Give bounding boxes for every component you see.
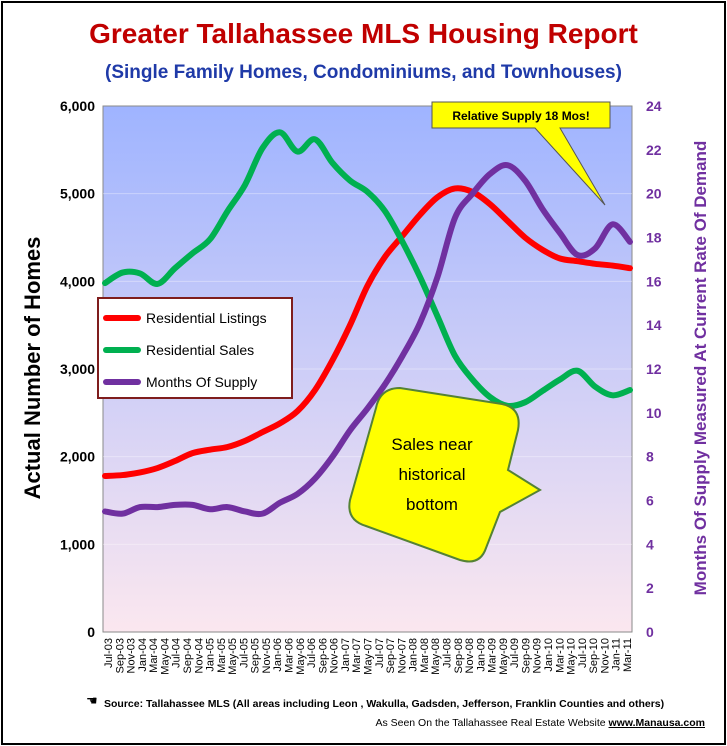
x-tick-label: Jan-10 bbox=[543, 638, 555, 672]
x-tick-label: Nov-07 bbox=[396, 638, 408, 673]
x-tick-label: Nov-03 bbox=[126, 638, 138, 673]
left-tick-label: 1,000 bbox=[60, 536, 95, 552]
left-tick-label: 4,000 bbox=[60, 273, 95, 289]
left-tick-label: 6,000 bbox=[60, 98, 95, 114]
series-line-months-of-supply bbox=[102, 162, 633, 518]
x-tick-label: Jul-10 bbox=[577, 638, 589, 668]
right-tick-label: 4 bbox=[646, 536, 654, 552]
x-tick-label: May-07 bbox=[363, 638, 375, 675]
right-tick-label: 16 bbox=[646, 273, 662, 289]
seen-on-text: As Seen On the Tallahassee Real Estate W… bbox=[375, 717, 606, 729]
x-tick-label: Nov-04 bbox=[193, 638, 205, 673]
x-tick-label: Nov-09 bbox=[532, 638, 544, 673]
y-axis-label: Actual Number of Homes bbox=[20, 237, 45, 500]
x-tick-label: Jul-03 bbox=[103, 638, 115, 668]
legend-label-sales: Residential Sales bbox=[146, 342, 254, 358]
website-link[interactable]: www.Manausa.com bbox=[608, 717, 705, 729]
left-axis-ticks: 0 1,000 2,000 3,000 4,000 5,000 6,000 bbox=[60, 98, 95, 640]
x-tick-label: Mar-07 bbox=[351, 638, 363, 673]
x-tick-label: Jan-06 bbox=[272, 638, 284, 672]
right-tick-label: 10 bbox=[646, 405, 662, 421]
left-tick-label: 2,000 bbox=[60, 449, 95, 465]
x-tick-label: Jan-08 bbox=[408, 638, 420, 672]
x-tick-label: Mar-06 bbox=[284, 638, 296, 673]
right-tick-label: 24 bbox=[646, 98, 662, 114]
y2-axis-label: Months Of Supply Measured At Current Rat… bbox=[691, 141, 710, 596]
x-tick-label: Nov-08 bbox=[464, 638, 476, 673]
x-tick-label: May-05 bbox=[227, 638, 239, 675]
right-tick-label: 18 bbox=[646, 230, 662, 246]
x-tick-label: Nov-10 bbox=[599, 638, 611, 673]
x-tick-label: May-04 bbox=[159, 638, 171, 675]
sales-callout-line-2: historical bbox=[398, 465, 465, 484]
x-tick-label: Sep-06 bbox=[317, 638, 329, 673]
x-tick-label: Jul-05 bbox=[238, 638, 250, 668]
x-tick-label: Sep-10 bbox=[588, 638, 600, 673]
chart-subtitle: (Single Family Homes, Condominiums, and … bbox=[105, 62, 622, 83]
supply-callout-text: Relative Supply 18 Mos! bbox=[452, 109, 589, 123]
sales-callout: Sales near historical bottom bbox=[348, 386, 542, 563]
x-tick-label: Jan-09 bbox=[475, 638, 487, 672]
right-tick-label: 2 bbox=[646, 580, 654, 596]
x-tick-label: Jan-07 bbox=[340, 638, 352, 672]
x-tick-label: Mar-05 bbox=[216, 638, 228, 673]
sales-callout-line-3: bottom bbox=[406, 495, 458, 514]
left-tick-label: 3,000 bbox=[60, 361, 95, 377]
right-tick-label: 22 bbox=[646, 142, 662, 158]
x-tick-label: Jul-09 bbox=[509, 638, 521, 668]
x-tick-label: May-10 bbox=[566, 638, 578, 675]
x-tick-label: May-06 bbox=[295, 638, 307, 675]
right-tick-label: 6 bbox=[646, 493, 654, 509]
legend-label-listings: Residential Listings bbox=[146, 310, 267, 326]
x-tick-label: Sep-03 bbox=[114, 638, 126, 673]
series-lines bbox=[102, 129, 633, 518]
x-tick-label: Jul-06 bbox=[306, 638, 318, 668]
x-tick-label: Sep-08 bbox=[453, 638, 465, 673]
x-tick-label: Sep-09 bbox=[520, 638, 532, 673]
source-note: Source: Tallahassee MLS (All areas inclu… bbox=[104, 698, 665, 710]
legend-label-supply: Months Of Supply bbox=[146, 374, 257, 390]
right-tick-label: 12 bbox=[646, 361, 662, 377]
x-tick-label: May-09 bbox=[498, 638, 510, 675]
left-tick-label: 0 bbox=[87, 624, 95, 640]
right-tick-label: 8 bbox=[646, 449, 654, 465]
x-tick-label: Nov-05 bbox=[261, 638, 273, 673]
supply-callout: Relative Supply 18 Mos! bbox=[431, 101, 611, 206]
chart-title: Greater Tallahassee MLS Housing Report bbox=[89, 18, 638, 49]
series-line-residential-listings bbox=[102, 185, 633, 479]
left-tick-label: 5,000 bbox=[60, 186, 95, 202]
legend: Residential Listings Residential Sales M… bbox=[97, 297, 293, 399]
right-tick-label: 0 bbox=[646, 624, 654, 640]
x-tick-label: Mar-09 bbox=[487, 638, 499, 673]
x-tick-label: Jul-07 bbox=[374, 638, 386, 668]
x-tick-label: May-08 bbox=[430, 638, 442, 675]
x-tick-label: Mar-08 bbox=[419, 638, 431, 673]
x-tick-label: Nov-06 bbox=[329, 638, 341, 673]
right-tick-label: 20 bbox=[646, 186, 662, 202]
x-tick-label: Sep-04 bbox=[182, 638, 194, 673]
x-tick-label: Mar-11 bbox=[622, 638, 634, 672]
x-tick-label: Jan-04 bbox=[137, 638, 149, 672]
x-tick-label: Jan-05 bbox=[205, 638, 217, 672]
x-tick-label: Mar-10 bbox=[554, 638, 566, 673]
seen-on-note: As Seen On the Tallahassee Real Estate W… bbox=[375, 717, 705, 729]
x-axis-ticks: Jul-03 Sep-03 Nov-03 Jan-04 Mar-04 May-04 Jul-… bbox=[103, 638, 634, 675]
series-line-residential-sales bbox=[102, 129, 633, 410]
x-tick-label: Mar-04 bbox=[148, 638, 160, 673]
x-tick-label: Sep-07 bbox=[385, 638, 397, 673]
x-tick-label: Jul-08 bbox=[441, 638, 453, 668]
x-tick-label: Jul-04 bbox=[171, 638, 183, 668]
sales-callout-line-1: Sales near bbox=[391, 435, 473, 454]
hand-pointer-icon: ☚ bbox=[86, 693, 98, 708]
x-tick-label: Jan-11 bbox=[611, 638, 623, 671]
right-tick-label: 14 bbox=[646, 317, 662, 333]
x-tick-label: Sep-05 bbox=[250, 638, 262, 673]
